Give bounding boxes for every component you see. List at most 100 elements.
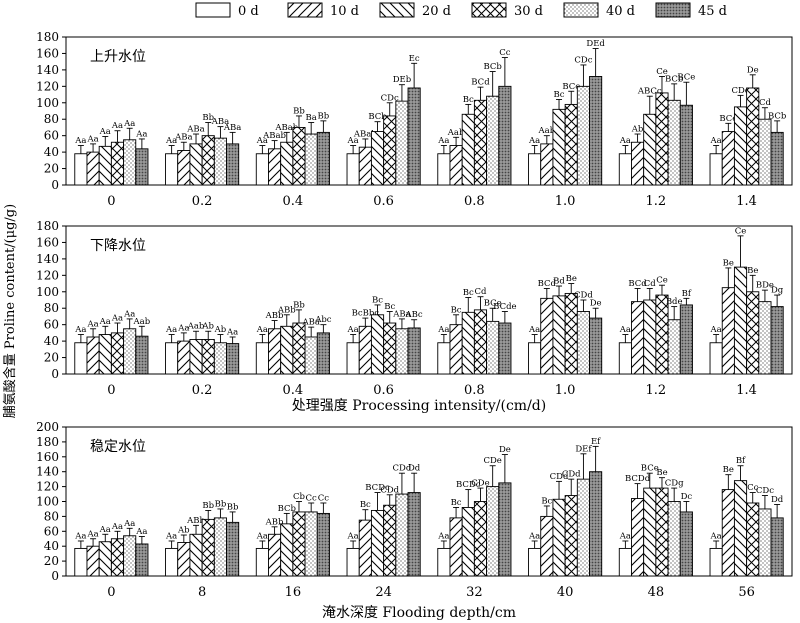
significance-label: ABab bbox=[274, 123, 298, 133]
bar bbox=[189, 143, 203, 186]
significance-label: BCb bbox=[665, 74, 684, 84]
significance-label: BCe bbox=[641, 464, 659, 474]
significance-label: ABb bbox=[277, 305, 296, 315]
y-tick-label: 100 bbox=[36, 285, 59, 299]
legend-swatch-1 bbox=[287, 2, 323, 18]
y-tick-label: 80 bbox=[44, 301, 59, 315]
significance-label: Aa bbox=[256, 136, 268, 146]
significance-label: BcBbc bbox=[352, 309, 380, 319]
y-tick-label: 200 bbox=[36, 420, 59, 434]
bar bbox=[770, 517, 784, 577]
bar bbox=[255, 153, 269, 186]
significance-label: Cd bbox=[759, 98, 772, 108]
x-tick-label: 1.4 bbox=[736, 383, 757, 398]
significance-label: Aab bbox=[537, 126, 555, 136]
x-tick-label: 0.4 bbox=[283, 194, 304, 209]
significance-label: Aa bbox=[256, 325, 268, 335]
significance-label: Aa bbox=[135, 129, 147, 139]
bar bbox=[280, 141, 294, 186]
y-tick-label: 40 bbox=[44, 334, 59, 348]
x-tick-label: 0.6 bbox=[373, 194, 394, 209]
plot-frame-1 bbox=[65, 225, 793, 375]
significance-label: Ce bbox=[656, 67, 668, 77]
significance-label: Bc bbox=[451, 305, 462, 315]
bar bbox=[589, 76, 603, 186]
bar bbox=[437, 342, 451, 375]
bar bbox=[358, 325, 372, 375]
bar bbox=[226, 343, 240, 375]
significance-label: Aa bbox=[165, 531, 177, 541]
significance-label: Be bbox=[566, 274, 577, 284]
significance-label: BCDd bbox=[625, 474, 651, 484]
significance-label: BCe bbox=[677, 73, 695, 83]
bar bbox=[280, 325, 294, 375]
y-tick-label: 120 bbox=[36, 79, 59, 93]
y-tick-label: 60 bbox=[44, 524, 59, 538]
bar bbox=[268, 328, 282, 375]
bar bbox=[110, 141, 125, 186]
bar bbox=[679, 304, 693, 375]
significance-label: BCb bbox=[368, 112, 387, 122]
significance-label: BCd bbox=[538, 279, 557, 289]
bar bbox=[733, 106, 748, 186]
significance-label: Bb bbox=[293, 106, 305, 116]
significance-label: ABab bbox=[262, 131, 286, 141]
bar bbox=[346, 153, 360, 186]
bar bbox=[709, 153, 723, 186]
significance-label: Bc bbox=[463, 95, 474, 105]
bar bbox=[552, 108, 566, 186]
bar bbox=[643, 113, 657, 186]
y-tick-label: 0 bbox=[51, 367, 59, 381]
bar bbox=[135, 335, 149, 375]
bar bbox=[395, 328, 409, 375]
bar bbox=[226, 521, 240, 577]
significance-label: BCd bbox=[628, 279, 647, 289]
bar bbox=[618, 153, 632, 186]
y-tick-label: 80 bbox=[44, 509, 59, 523]
y-tick-label: 140 bbox=[36, 252, 59, 266]
bar bbox=[655, 487, 669, 577]
significance-label: Aa bbox=[86, 134, 98, 144]
bar bbox=[721, 287, 735, 375]
significance-label: DEd bbox=[586, 39, 605, 49]
bar bbox=[552, 295, 566, 375]
bar bbox=[292, 126, 306, 186]
significance-label: Aa bbox=[86, 529, 98, 539]
significance-label: ABab bbox=[353, 129, 377, 139]
legend-swatch-2 bbox=[379, 2, 415, 18]
significance-label: Bd bbox=[553, 277, 565, 287]
x-tick-label: 1.2 bbox=[646, 194, 667, 209]
significance-label: Aa bbox=[135, 527, 147, 537]
y-tick-label: 80 bbox=[44, 112, 59, 126]
significance-label: BCDc bbox=[456, 480, 481, 490]
significance-label: Aa bbox=[619, 136, 631, 146]
significance-label: Aa bbox=[74, 325, 86, 335]
bar bbox=[346, 547, 360, 577]
bar bbox=[123, 535, 137, 577]
bar bbox=[98, 334, 112, 375]
legend-label-1: 10 d bbox=[330, 4, 359, 19]
x-tick-label: 40 bbox=[557, 585, 574, 600]
y-tick-label: 160 bbox=[36, 46, 59, 60]
bar bbox=[758, 508, 772, 577]
bar bbox=[407, 327, 421, 375]
significance-label: Cd bbox=[474, 287, 487, 297]
significance-label: Aa bbox=[99, 317, 111, 327]
bar bbox=[110, 538, 125, 577]
y-tick-label: 180 bbox=[36, 219, 59, 233]
significance-label: ABb bbox=[265, 311, 284, 321]
bar bbox=[316, 332, 330, 375]
bar bbox=[86, 336, 100, 375]
bar bbox=[667, 319, 681, 375]
significance-label: CDd bbox=[550, 472, 569, 482]
bar bbox=[98, 145, 112, 186]
bar bbox=[461, 311, 475, 375]
bar bbox=[292, 511, 306, 577]
significance-label: ABa bbox=[392, 309, 410, 319]
significance-label: Aa bbox=[111, 121, 123, 131]
